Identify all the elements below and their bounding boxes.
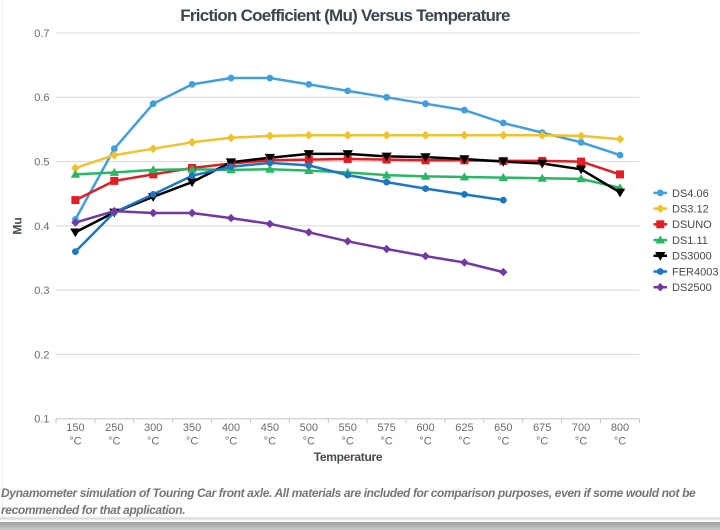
svg-text:°C: °C [147, 436, 159, 448]
svg-text:DS4.06: DS4.06 [672, 188, 709, 200]
svg-text:700: 700 [572, 422, 590, 434]
svg-text:Temperature: Temperature [314, 450, 383, 464]
svg-text:500: 500 [300, 422, 318, 434]
svg-text:250: 250 [105, 422, 123, 434]
svg-text:800: 800 [611, 422, 629, 434]
svg-text:575: 575 [377, 422, 395, 434]
svg-text:°C: °C [575, 436, 587, 448]
svg-text:°C: °C [419, 436, 431, 448]
svg-text:°C: °C [380, 436, 392, 448]
svg-text:DS3.12: DS3.12 [672, 204, 709, 216]
svg-text:DS3000: DS3000 [672, 251, 712, 263]
svg-text:0.3: 0.3 [34, 285, 49, 297]
svg-text:°C: °C [536, 436, 548, 448]
svg-text:°C: °C [342, 436, 354, 448]
svg-text:0.7: 0.7 [34, 28, 49, 40]
svg-text:°C: °C [225, 436, 237, 448]
svg-text:°C: °C [614, 436, 626, 448]
svg-text:600: 600 [416, 422, 434, 434]
svg-text:625: 625 [455, 422, 473, 434]
svg-text:350: 350 [183, 422, 201, 434]
svg-text:°C: °C [186, 436, 198, 448]
svg-text:°C: °C [69, 436, 81, 448]
svg-text:°C: °C [108, 436, 120, 448]
svg-text:0.1: 0.1 [34, 414, 49, 426]
svg-text:°C: °C [458, 436, 470, 448]
svg-text:°C: °C [497, 436, 509, 448]
svg-text:150: 150 [66, 422, 84, 434]
svg-text:300: 300 [144, 422, 162, 434]
svg-text:0.5: 0.5 [34, 157, 49, 169]
svg-text:DS2500: DS2500 [672, 282, 712, 294]
svg-text:Friction Coefficient (Mu) Vers: Friction Coefficient (Mu) Versus Tempera… [180, 6, 510, 25]
svg-text:°C: °C [303, 436, 315, 448]
svg-text:°C: °C [264, 436, 276, 448]
svg-text:400: 400 [222, 422, 240, 434]
svg-text:DS1.11: DS1.11 [672, 235, 708, 247]
svg-text:675: 675 [533, 422, 551, 434]
svg-text:650: 650 [494, 422, 512, 434]
svg-text:Mu: Mu [11, 217, 25, 234]
svg-text:0.2: 0.2 [34, 349, 49, 361]
svg-text:0.4: 0.4 [34, 221, 49, 233]
svg-text:450: 450 [261, 422, 279, 434]
svg-text:550: 550 [339, 422, 357, 434]
svg-text:FER4003: FER4003 [672, 266, 718, 278]
svg-text:DSUNO: DSUNO [672, 219, 712, 231]
svg-text:0.6: 0.6 [34, 92, 49, 104]
